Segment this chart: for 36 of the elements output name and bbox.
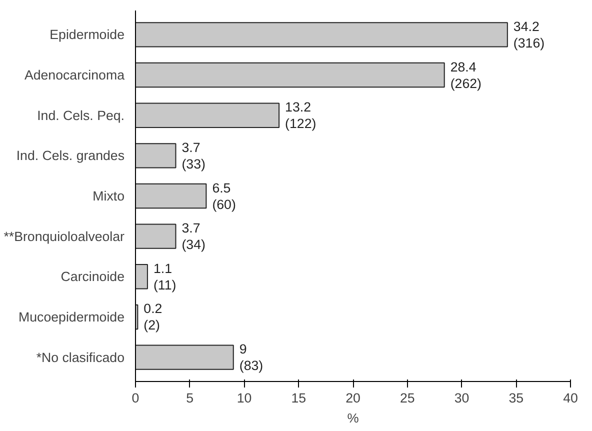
y-tick-label: **Bronquioloalveolar [4, 228, 126, 244]
data-label: 1.1 (11) [153, 260, 176, 292]
data-label: 0.2 (2) [144, 301, 162, 333]
y-tick-label: Mixto [92, 188, 124, 204]
x-tick-label: 15 [291, 390, 306, 406]
y-tick-label: Ind. Cels. grandes [16, 148, 125, 164]
x-tick-label: 0 [132, 390, 140, 406]
y-tick-label: Adenocarcinoma [24, 68, 126, 83]
y-tick-label: *No clasificado [36, 350, 124, 365]
bar [136, 102, 280, 128]
bar [136, 62, 445, 88]
data-label: 3.7 (34) [182, 220, 206, 252]
bar [136, 143, 176, 168]
x-tick-label: 40 [563, 390, 578, 406]
y-tick-label: Ind. Cels. Peq. [37, 108, 124, 123]
x-tick-label: 30 [454, 390, 470, 406]
x-tick-label: 10 [236, 390, 252, 406]
data-label: 3.7 (33) [182, 140, 206, 172]
x-tick-label: 5 [186, 390, 194, 406]
x-tick-label: 35 [508, 390, 524, 406]
data-label: 6.5 (60) [212, 180, 236, 212]
y-tick-label: Carcinoide [60, 269, 125, 284]
data-label: 34.2 (316) [513, 18, 545, 50]
data-label: 13.2 (122) [285, 100, 316, 132]
bar [136, 183, 207, 209]
data-label: 28.4 (262) [450, 59, 482, 91]
y-tick-label: Epidermoide [50, 27, 124, 42]
bar [136, 344, 234, 370]
y-tick-label: Mucoepidermoide [18, 309, 125, 324]
x-axis-title: % [347, 410, 360, 426]
bar [136, 22, 508, 48]
bar [136, 224, 176, 249]
data-label: 9 (83) [239, 342, 264, 374]
bar [136, 264, 148, 290]
x-tick-label: 25 [400, 390, 415, 406]
x-tick-label: 20 [346, 390, 360, 406]
